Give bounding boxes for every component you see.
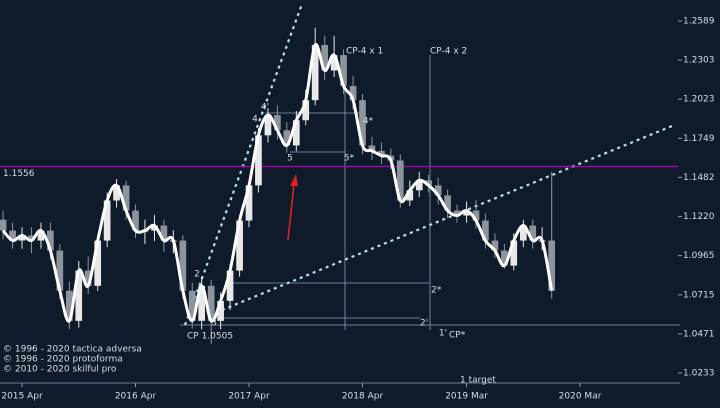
annotation: 3: [211, 319, 217, 329]
candle-body: [18, 235, 26, 241]
candle-body: [453, 210, 461, 216]
candle-body: [47, 230, 54, 251]
candle-body: [37, 230, 45, 241]
y-tick-label: 1.2023: [683, 95, 715, 105]
credit: © 1996 - 2020 protoforma: [3, 355, 123, 365]
candle-body: [198, 285, 206, 321]
price-level-label: 1.1556: [3, 169, 35, 179]
x-tick-label: 2016 Apr: [115, 392, 157, 402]
candle-body: [122, 185, 130, 211]
annotation: 4': [261, 103, 269, 113]
candle-body: [491, 240, 499, 251]
candle-body: [406, 190, 414, 201]
annotation: 1': [439, 329, 447, 339]
close-line: [1, 43, 554, 323]
annotation: CP 1.0505: [187, 332, 233, 342]
candle-body: [28, 235, 35, 241]
annotation: 1 target: [460, 376, 496, 386]
candle-body: [188, 290, 196, 321]
candle-body: [311, 44, 319, 101]
annotation: 4: [252, 115, 258, 125]
credit: © 1996 - 2020 tactica adversa: [3, 345, 142, 355]
candle-body: [179, 240, 187, 291]
candle-body: [160, 225, 168, 241]
candle-body: [396, 160, 404, 201]
candle-body: [434, 185, 442, 196]
candle-body: [75, 270, 83, 321]
candle-body: [472, 210, 480, 221]
candle-body: [425, 180, 432, 186]
annotation: 4*: [363, 117, 374, 127]
y-tick-label: 1.2589: [683, 17, 715, 27]
candle-body: [84, 270, 92, 286]
y-tick-label: 1.1749: [683, 134, 715, 144]
candle-body: [340, 55, 347, 86]
candle-body: [255, 135, 262, 186]
candle-body: [368, 145, 376, 151]
candle-body: [274, 115, 281, 131]
annotation: CP-4 x 1: [346, 47, 383, 57]
credit: © 2010 - 2020 skilful pro: [3, 365, 117, 375]
candle-body: [444, 195, 451, 211]
x-tick-label: 2018 Apr: [342, 392, 384, 402]
annotation: CP-4 x 2: [430, 47, 467, 57]
y-tick-label: 1.0233: [683, 369, 715, 379]
candle-body: [292, 120, 300, 146]
annotation: 2': [420, 319, 428, 329]
candle-body: [548, 240, 556, 291]
candle-body: [264, 115, 272, 136]
annotation: 5: [287, 154, 293, 164]
x-tick-label: 2015 Apr: [1, 392, 43, 402]
candle-body: [0, 219, 7, 231]
candle-body: [283, 130, 291, 146]
candle-body: [113, 185, 120, 201]
candle-body: [132, 210, 139, 231]
candle-body: [463, 210, 470, 216]
annotation: 2*: [431, 286, 442, 296]
candle-body: [378, 150, 385, 156]
candle-body: [151, 225, 158, 231]
candle-body: [519, 225, 527, 241]
candle-body: [56, 250, 64, 291]
annotation: CP*: [449, 331, 466, 341]
candle-body: [226, 270, 234, 301]
annotation: 2: [194, 270, 200, 280]
plot: 1.2589 1.2303 1.2023 1.1749 1.1482 1.1220 1.09…: [0, 17, 715, 402]
y-tick-label: 1.2303: [683, 56, 715, 66]
candle-body: [529, 225, 537, 241]
annotation: 5*: [344, 154, 355, 164]
x-tick-label: 2020 Mar: [559, 392, 602, 402]
candle-body: [349, 85, 357, 101]
candle-body: [94, 240, 102, 286]
candle-body: [103, 200, 111, 241]
y-tick-label: 1.0965: [683, 251, 715, 261]
y-tick-label: 1.0715: [683, 290, 715, 300]
arrow: [287, 183, 295, 241]
candle-body: [415, 180, 423, 191]
candle-body: [9, 230, 16, 241]
candle-body: [501, 250, 508, 266]
candle-body: [245, 185, 253, 221]
candle-body: [359, 100, 366, 146]
x-tick-label: 2017 Apr: [228, 392, 270, 402]
candle-body: [207, 285, 215, 321]
candle-body: [510, 240, 518, 266]
candle-body: [482, 220, 489, 241]
candle-body: [321, 44, 329, 71]
y-tick-label: 1.1482: [683, 173, 715, 183]
candle-body: [302, 100, 310, 121]
trend-line: [183, 3, 304, 326]
candle-body: [66, 290, 73, 321]
x-tick-label: 2019 Mar: [445, 392, 488, 402]
candle-body: [236, 220, 243, 271]
y-tick-label: 1.0471: [683, 329, 715, 339]
candle-body: [217, 300, 224, 321]
candle-body: [330, 55, 338, 71]
arrow-head: [290, 174, 298, 186]
y-tick-label: 1.1220: [683, 212, 715, 222]
